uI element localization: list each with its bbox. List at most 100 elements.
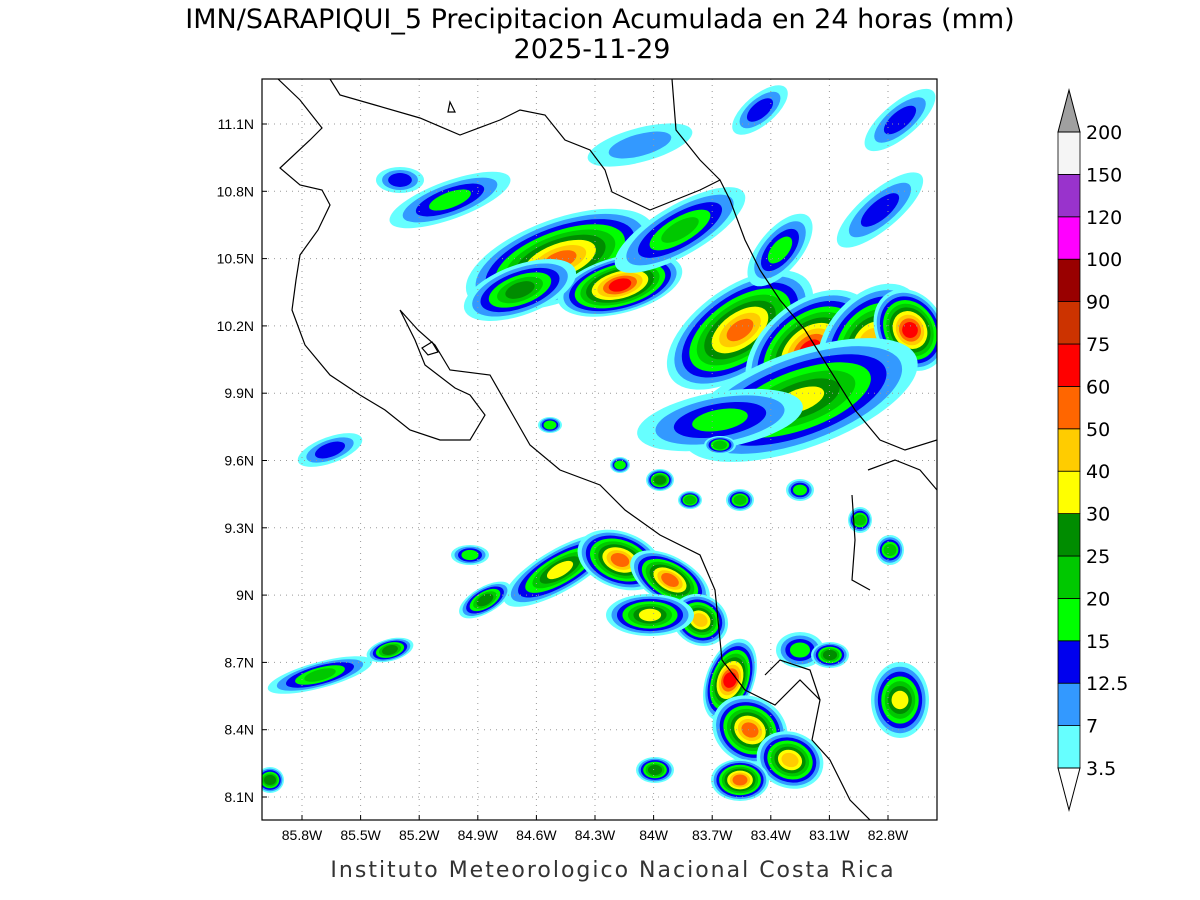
colorbar-swatch: [1057, 216, 1081, 260]
colorbar-label: 15: [1086, 631, 1110, 653]
y-tick-label: 9.9N: [224, 385, 254, 401]
rain-contour: [638, 608, 662, 622]
rain-contour: [684, 495, 696, 505]
rain-contour: [789, 642, 811, 658]
rain-contour: [792, 484, 808, 496]
x-tick-label: 85.8W: [282, 827, 323, 843]
rain-contour: [883, 105, 917, 135]
rain-contour: [647, 764, 663, 776]
rain-contour: [543, 420, 557, 430]
grid: 85.8W 85.5W 85.2W 84.9W 84.6W 84.3W 84W 83.7W 83…: [217, 79, 937, 843]
colorbar-label: 90: [1086, 292, 1110, 314]
coastline: [277, 79, 871, 820]
rain-contour: [608, 278, 632, 292]
rain-contour: [461, 549, 479, 561]
coastlines: [277, 79, 937, 820]
y-tick-label: 11.1N: [218, 116, 254, 132]
y-tick-label: 10.2N: [217, 318, 254, 334]
colorbar-swatch: [1057, 725, 1081, 769]
date: 2025-11-29: [514, 34, 671, 65]
rain-contour: [723, 672, 737, 688]
x-tick-label: 85.2W: [399, 827, 440, 843]
colorbar-label: 150: [1086, 164, 1122, 186]
rain-contour: [614, 460, 626, 470]
rain-contour: [746, 98, 774, 122]
colorbar-swatch: [1057, 173, 1081, 218]
colorbar-label: 7: [1086, 716, 1098, 738]
footer: Instituto Meteorologico Nacional Costa R…: [330, 858, 895, 883]
x-tick-label: 82.8W: [868, 827, 909, 843]
colorbar-swatch: [1057, 513, 1081, 557]
rain-contour: [854, 514, 866, 526]
colorbar-label: 20: [1086, 588, 1110, 610]
colorbar-swatch: [1057, 470, 1081, 515]
rain-contour: [429, 189, 471, 211]
rain-contour: [902, 322, 918, 338]
border: [764, 459, 937, 701]
y-tick-label: 9.3N: [224, 520, 254, 536]
title: IMN/SARAPIQUI_5 Precipitacion Acumulada …: [185, 4, 1014, 35]
colorbar-label: 60: [1086, 376, 1110, 398]
y-tick-label: 8.7N: [224, 654, 254, 670]
colorbar-label: 3.5: [1086, 758, 1116, 780]
colorbar-swatch: [1057, 640, 1081, 684]
rain-contour: [767, 236, 793, 264]
rain-contour: [726, 318, 754, 342]
border: [671, 79, 721, 181]
rain-contour: [476, 593, 494, 607]
colorbar-under: [1057, 767, 1081, 812]
colorbar-swatch: [1057, 598, 1081, 642]
colorbar-label: 12.5: [1086, 673, 1128, 695]
colorbar: 3.5 7 12.5 15 20 25 30 40 50 60 75 90 100 120 150 200: [1057, 88, 1128, 812]
colorbar-label: 30: [1086, 504, 1110, 526]
x-tick-label: 84.3W: [575, 827, 616, 843]
colorbar-swatch: [1057, 555, 1081, 599]
rain-contour: [781, 752, 799, 768]
y-tick-label: 9N: [236, 587, 254, 603]
precipitation-field: [262, 85, 937, 801]
colorbar-label: 200: [1086, 122, 1122, 144]
rain-contour: [661, 573, 679, 587]
rain-contour: [263, 774, 277, 786]
colorbar-swatch: [1057, 385, 1081, 430]
rain-contour: [314, 441, 346, 459]
rain-contour: [382, 645, 398, 655]
y-tick-label: 9.6N: [224, 453, 254, 469]
rain-contour: [304, 668, 336, 682]
colorbar-label: 40: [1086, 461, 1110, 483]
rain-contour: [741, 722, 759, 738]
rain-contour: [653, 475, 667, 485]
rain-contour: [610, 553, 630, 567]
y-tick-label: 10.8N: [217, 183, 254, 199]
rain-contour: [505, 281, 535, 299]
rain-contour: [732, 774, 748, 786]
x-tick-label: 84W: [639, 827, 669, 843]
rain-contour: [661, 217, 699, 243]
rain-contour: [891, 690, 909, 710]
x-tick-label: 83.7W: [692, 827, 733, 843]
x-tick-label: 85.5W: [340, 827, 381, 843]
colorbar-over: [1057, 88, 1081, 133]
y-tick-label: 8.1N: [224, 789, 254, 805]
rain-contour: [692, 613, 708, 627]
x-tick-label: 84.6W: [516, 827, 557, 843]
map-frame: [261, 78, 938, 821]
colorbar-label: 75: [1086, 334, 1110, 356]
rain-contour: [608, 131, 672, 159]
rain-contour: [388, 173, 412, 187]
rain-contour: [883, 544, 897, 556]
rain-contour: [733, 495, 747, 505]
colorbar-swatch: [1057, 428, 1081, 472]
rain-contour: [546, 560, 574, 580]
colorbar-label: 120: [1086, 207, 1122, 229]
x-tick-label: 83.4W: [751, 827, 792, 843]
rain-contour: [713, 440, 727, 450]
rain-contour: [860, 193, 900, 227]
x-tick-label: 83.1W: [809, 827, 850, 843]
island: [421, 100, 456, 356]
colorbar-swatch: [1057, 301, 1081, 345]
colorbar-label: 100: [1086, 249, 1122, 271]
colorbar-label: 25: [1086, 546, 1110, 568]
x-tick-label: 84.9W: [458, 827, 499, 843]
